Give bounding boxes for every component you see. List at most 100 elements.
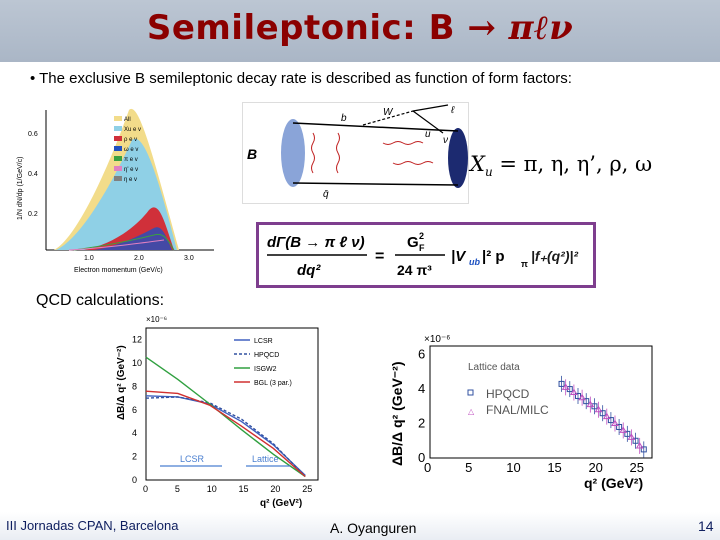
- mid-series-line: [145, 356, 306, 478]
- mid-legend-entry: BGL (3 par.): [254, 380, 292, 387]
- mid-xtick: 0: [143, 484, 148, 494]
- feynman-label-qbar: q̄: [323, 189, 329, 200]
- footer-page-number: 14: [698, 518, 714, 534]
- right-point-fnal: [586, 400, 595, 408]
- mid-legend-entry: LCSR: [254, 338, 273, 345]
- mid-xtick: 10: [207, 484, 217, 494]
- spectrum-legend: All Xu e v ρ e v ω e v π e v η' e v η e …: [114, 116, 141, 183]
- spectrum-omega: [94, 227, 172, 250]
- formula-rest: |² p: [482, 248, 505, 265]
- right-point-fnal: [602, 412, 611, 420]
- bullet-text: • The exclusive B semileptonic decay rat…: [30, 70, 572, 87]
- mid-ytick: 8: [132, 381, 137, 391]
- xu-products: Xu = π, η, η’, ρ, ω: [470, 152, 653, 180]
- legend-entry: η e v: [124, 177, 137, 183]
- spectrum-xlabel: Electron momentum (GeV/c): [74, 267, 163, 274]
- feynman-label-B: B: [247, 146, 257, 162]
- right-xtick: 5: [465, 460, 472, 475]
- right-point-hpqcd: [640, 446, 647, 453]
- formula-pi-sub: π: [521, 259, 528, 269]
- mid-legend-entry: HPQCD: [254, 352, 279, 359]
- title-products: πℓν: [496, 8, 574, 48]
- right-point-fnal: [611, 419, 619, 427]
- right-ytick: 2: [418, 416, 425, 431]
- mid-ytick: 10: [132, 358, 142, 368]
- feynman-label-nu: ν: [443, 135, 448, 146]
- mid-ytick: 6: [132, 405, 137, 415]
- right-point-fnal: [619, 426, 628, 433]
- mid-legend: LCSR HPQCD ISGW2 BGL (3 par.): [234, 338, 292, 387]
- spectrum-xtick: 1.0: [84, 255, 94, 262]
- right-scale: ×10⁻⁶: [424, 334, 450, 345]
- formula-equals: =: [375, 248, 384, 265]
- qcd-form-factor-plot: ×10⁻⁶ ΔB/Δ q² (GeV⁻²) 12 10 8 6 4 2 0 0 5 10 15 20…: [110, 310, 330, 510]
- right-point-hpqcd: [607, 417, 614, 424]
- right-ytick: 6: [418, 347, 425, 362]
- right-point-fnal: [627, 433, 636, 440]
- right-ytick: 4: [418, 381, 425, 396]
- slide-title: Semileptonic: B → πℓν: [0, 8, 720, 48]
- spectrum-ytick: 0.6: [28, 131, 38, 138]
- right-point-hpqcd: [575, 392, 581, 399]
- spectrum-ytick: 0.4: [28, 171, 38, 178]
- legend-entry: ω e v: [124, 147, 138, 153]
- mid-series-line: [145, 395, 306, 476]
- title-bar: [0, 0, 720, 62]
- formula-lhs-num: dΓ(B → π ℓ ν): [267, 234, 365, 251]
- footer-bar: [0, 512, 720, 540]
- mid-ytick: 2: [132, 452, 137, 462]
- spectrum-xtick: 3.0: [184, 255, 194, 262]
- spectrum-ytick: 0.2: [28, 211, 38, 218]
- right-xtick: 15: [547, 460, 561, 475]
- mid-ylabel: ΔB/Δ q² (GeV⁻²): [116, 345, 127, 420]
- qcd-label: QCD calculations:: [36, 292, 165, 309]
- xu-blob: [448, 128, 468, 188]
- legend-entry: Xu e v: [124, 127, 141, 133]
- right-xtick: 10: [506, 460, 520, 475]
- spectrum-etap: [68, 239, 165, 251]
- mid-legend-entry: ISGW2: [254, 366, 277, 373]
- mid-xtick: 25: [302, 484, 312, 494]
- right-point-hpqcd: [558, 380, 565, 387]
- mid-xtick: 15: [239, 484, 249, 494]
- formula-ff: |f₊(q²)|²: [531, 248, 578, 264]
- mid-series-line: [145, 390, 306, 478]
- mid-scale: ×10⁻⁶: [146, 315, 167, 324]
- mid-series-line: [145, 396, 306, 477]
- formula-ub: ub: [469, 257, 480, 267]
- electron-spectrum-plot: 1/N dN/dp (1/GeV/c) 0.6 0.4 0.2 1.0 2.0 …: [14, 100, 234, 280]
- formula-lhs-den: dq²: [297, 262, 321, 279]
- feynman-label-u: u: [425, 129, 431, 140]
- feynman-label-W: W: [383, 107, 394, 118]
- svg-text:2: 2: [419, 231, 424, 241]
- right-ylabel: ΔB/Δ q² (GeV⁻²): [389, 361, 405, 466]
- right-xtick: 25: [630, 460, 644, 475]
- mid-ytick: 0: [132, 475, 137, 485]
- right-ytick: 0: [418, 450, 425, 465]
- right-point-hpqcd: [583, 398, 590, 405]
- formula-rhs-den: 24 π³: [397, 262, 432, 278]
- svg-text:F: F: [419, 243, 425, 253]
- right-point-fnal: [570, 388, 578, 396]
- mid-region-lcsr: LCSR: [180, 454, 205, 464]
- spectrum-xtick: 2.0: [134, 255, 144, 262]
- mid-region-lattice: Lattice: [252, 454, 279, 464]
- right-xtick: 20: [588, 460, 602, 475]
- right-point-fnal: [578, 393, 586, 401]
- right-inset-title: Lattice data: [468, 362, 520, 373]
- right-point-hpqcd: [632, 437, 639, 444]
- legend-entry: ρ e v: [124, 137, 137, 143]
- xu-symbol: X: [470, 152, 485, 176]
- right-xtick: 0: [424, 460, 431, 475]
- decay-rate-formula: dΓ(B → π ℓ ν) dq² = G 2 F 24 π³ |V ub |²…: [256, 222, 596, 288]
- legend-entry: π e v: [124, 157, 138, 163]
- right-legend-entry: FNAL/MILC: [486, 403, 549, 417]
- right-point-fnal: [594, 405, 603, 413]
- footer-author: A. Oyanguren: [330, 520, 417, 536]
- mid-xlabel: q² (GeV²): [260, 498, 302, 509]
- right-point-fnal: [635, 441, 644, 449]
- mid-xtick: 5: [175, 484, 180, 494]
- mid-ytick: 12: [132, 335, 142, 345]
- feynman-diagram: B b W u ℓ ν q̄: [242, 102, 469, 204]
